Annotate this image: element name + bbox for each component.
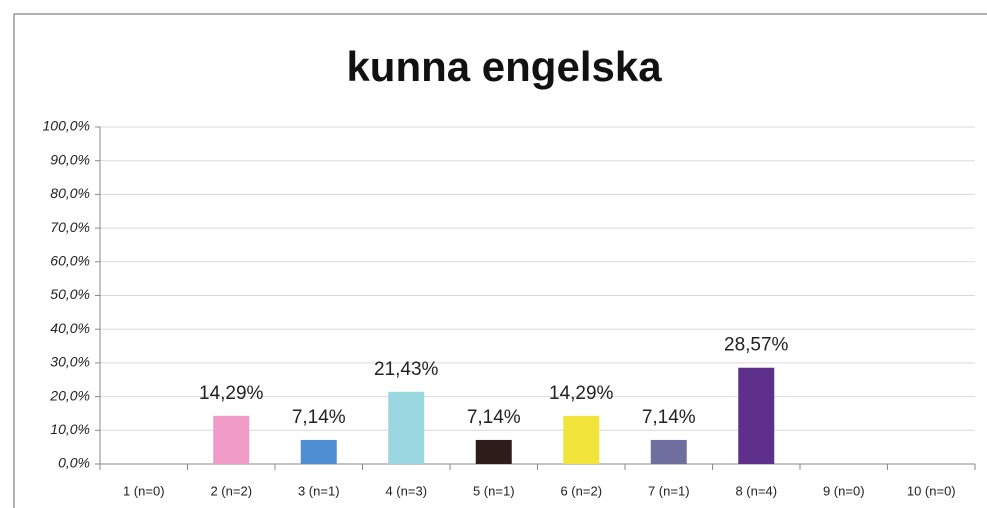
x-tick-label: 4 (n=3) (385, 483, 427, 498)
x-tick-label: 5 (n=1) (473, 483, 515, 498)
x-tick-label: 7 (n=1) (648, 483, 690, 498)
y-tick-label: 40,0% (50, 320, 90, 336)
bar (300, 439, 337, 464)
y-tick-label: 10,0% (50, 421, 90, 437)
x-tick-label: 1 (n=0) (123, 483, 165, 498)
y-tick-label: 20,0% (49, 387, 90, 403)
x-tick-label: 9 (n=0) (823, 483, 865, 498)
y-tick-label: 0,0% (58, 455, 90, 471)
data-label: 14,29% (199, 383, 264, 404)
data-label: 7,14% (292, 407, 346, 428)
bar (213, 415, 250, 464)
bar (738, 367, 775, 464)
data-label: 21,43% (374, 359, 439, 380)
x-tick-label: 3 (n=1) (298, 483, 340, 498)
data-label: 14,29% (549, 383, 614, 404)
data-label: 7,14% (642, 407, 696, 428)
y-tick-label: 50,0% (50, 286, 90, 302)
y-tick-label: 80,0% (50, 185, 90, 201)
bar (563, 415, 600, 464)
data-label: 28,57% (724, 335, 789, 356)
x-tick-label: 2 (n=2) (210, 483, 252, 498)
x-tick-label: 10 (n=0) (907, 483, 956, 498)
x-tick-label: 6 (n=2) (560, 483, 602, 498)
y-tick-label: 100,0% (43, 118, 90, 134)
x-tick-label: 8 (n=4) (735, 483, 777, 498)
y-tick-label: 90,0% (50, 151, 90, 167)
bar (475, 439, 512, 464)
bar (650, 439, 687, 464)
bar (388, 391, 425, 464)
chart-title: kunna engelska (346, 43, 662, 90)
chart-border (13, 13, 987, 508)
y-tick-label: 30,0% (50, 354, 90, 370)
y-tick-label: 70,0% (50, 219, 90, 235)
y-tick-label: 60,0% (50, 253, 90, 269)
data-label: 7,14% (467, 407, 521, 428)
